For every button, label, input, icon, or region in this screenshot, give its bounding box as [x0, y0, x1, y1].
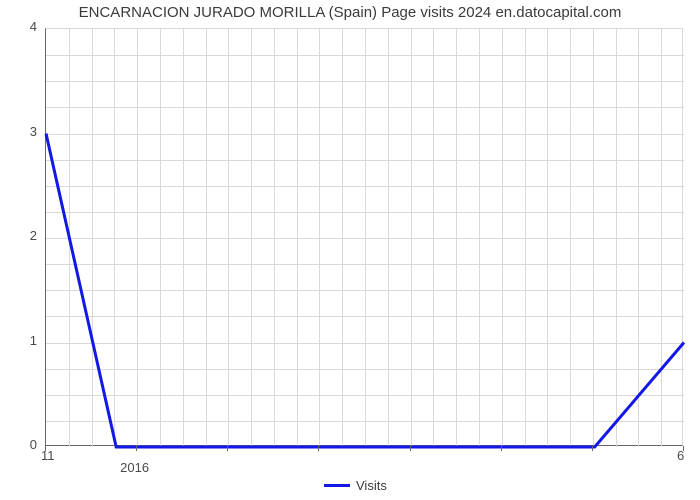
- x-tick-mark: [592, 446, 593, 451]
- legend: Visits: [324, 478, 387, 493]
- y-tick-label: 0: [30, 437, 37, 452]
- x-tick-mark: [410, 446, 411, 451]
- y-tick-label: 3: [30, 124, 37, 139]
- x-tick-mark: [227, 446, 228, 451]
- y-tick-label: 1: [30, 333, 37, 348]
- data-line: [46, 29, 684, 447]
- legend-line: [324, 484, 350, 487]
- y-tick-label: 4: [30, 19, 37, 34]
- x-tick-mark: [501, 446, 502, 451]
- x-corner-label-left: 11: [41, 448, 55, 463]
- legend-label: Visits: [356, 478, 387, 493]
- visits-line-chart: ENCARNACION JURADO MORILLA (Spain) Page …: [0, 0, 700, 500]
- x-tick-label: 2016: [120, 460, 149, 475]
- plot-area: [45, 28, 683, 446]
- x-tick-mark: [136, 446, 137, 451]
- x-tick-mark: [318, 446, 319, 451]
- chart-title: ENCARNACION JURADO MORILLA (Spain) Page …: [0, 4, 700, 21]
- y-tick-label: 2: [30, 228, 37, 243]
- x-corner-label-right: 6: [677, 448, 684, 463]
